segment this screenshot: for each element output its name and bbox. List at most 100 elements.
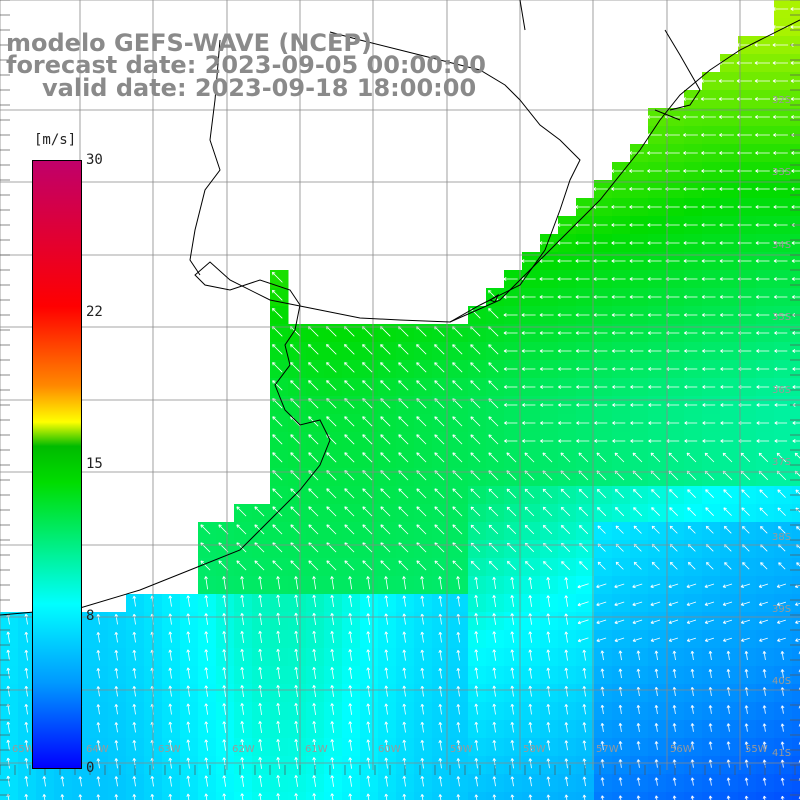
- wind-arrow: [258, 721, 263, 733]
- wind-arrow: [651, 561, 660, 570]
- wind-arrow: [384, 685, 389, 697]
- wind-arrow: [683, 205, 698, 209]
- wind-arrow: [272, 308, 283, 319]
- wind-arrow: [258, 684, 263, 697]
- wind-arrow: [503, 295, 518, 299]
- wind-arrow: [258, 739, 263, 751]
- wind-arrow: [276, 576, 281, 590]
- wind-arrow: [503, 277, 518, 281]
- wind-arrow: [312, 703, 317, 715]
- wind-arrow: [222, 631, 227, 643]
- wind-arrow: [503, 367, 518, 371]
- wind-arrow: [762, 705, 767, 714]
- wind-arrow: [492, 685, 497, 697]
- wind-arrow: [434, 434, 445, 445]
- wind-arrow: [647, 223, 662, 227]
- wind-arrow: [438, 576, 442, 590]
- wind-speed-cell: [702, 792, 721, 800]
- wind-arrow: [434, 362, 445, 373]
- wind-arrow: [506, 452, 517, 463]
- wind-arrow: [492, 595, 497, 607]
- wind-arrow: [470, 488, 481, 499]
- wind-arrow: [503, 331, 518, 335]
- wind-arrow: [683, 223, 698, 227]
- lat-label: 37S: [772, 457, 791, 468]
- wind-arrow: [492, 703, 497, 715]
- wind-arrow: [614, 619, 625, 625]
- wind-arrow: [434, 416, 445, 427]
- wind-arrow: [756, 349, 770, 353]
- wind-arrow: [294, 775, 299, 787]
- wind-arrow: [546, 577, 551, 589]
- colorbar-tick-22: 22: [86, 304, 103, 320]
- wind-arrow: [276, 775, 281, 787]
- wind-arrow: [402, 775, 407, 787]
- wind-arrow: [579, 525, 589, 535]
- wind-arrow: [576, 421, 590, 425]
- wind-arrow: [204, 667, 209, 679]
- wind-arrow: [78, 794, 83, 800]
- wind-arrow: [503, 385, 518, 389]
- wind-arrow: [720, 439, 734, 443]
- wind-arrow: [720, 385, 734, 389]
- wind-arrow: [510, 649, 515, 661]
- wind-arrow: [596, 452, 607, 463]
- wind-arrow: [760, 562, 768, 570]
- wind-arrow: [633, 525, 642, 534]
- wind-arrow: [720, 403, 734, 407]
- wind-arrow: [204, 595, 209, 607]
- wind-arrow: [705, 507, 714, 516]
- wind-arrow: [204, 631, 209, 643]
- wind-arrow: [758, 583, 769, 588]
- wind-arrow: [504, 403, 518, 407]
- wind-arrow: [726, 777, 731, 786]
- wind-arrow: [416, 434, 427, 445]
- wind-arrow: [629, 205, 644, 209]
- wind-arrow: [362, 506, 373, 517]
- wind-arrow: [704, 637, 715, 642]
- wind-arrow: [186, 775, 191, 787]
- wind-arrow: [582, 776, 587, 787]
- wind-arrow: [362, 434, 373, 445]
- wind-arrow: [344, 344, 355, 355]
- wind-arrow: [96, 740, 101, 751]
- wind-speed-cell: [666, 792, 685, 800]
- wind-arrow: [438, 595, 443, 607]
- wind-arrow: [416, 506, 427, 517]
- wind-arrow: [636, 704, 641, 714]
- wind-arrow: [575, 277, 590, 281]
- wind-arrow: [647, 187, 662, 191]
- wind-arrow: [488, 452, 499, 463]
- wind-arrow: [438, 740, 443, 751]
- wind-arrow: [722, 637, 733, 642]
- wind-arrow: [168, 793, 173, 800]
- wind-arrow: [416, 560, 427, 571]
- wind-arrow: [724, 562, 732, 570]
- wind-arrow: [740, 601, 751, 606]
- wind-arrow: [326, 524, 337, 535]
- wind-arrow: [597, 507, 607, 517]
- wind-arrow: [456, 740, 461, 751]
- wind-arrow: [632, 619, 643, 625]
- wind-arrow: [701, 259, 716, 263]
- lat-label: 39S: [772, 604, 791, 615]
- wind-arrow: [593, 187, 608, 191]
- wind-arrow: [684, 331, 698, 335]
- wind-arrow: [294, 648, 299, 661]
- wind-speed-cell: [342, 792, 361, 800]
- wind-arrow: [452, 560, 463, 571]
- wind-arrow: [791, 151, 800, 155]
- wind-arrow: [650, 619, 661, 624]
- wind-arrow: [168, 739, 173, 751]
- wind-arrow: [702, 367, 716, 371]
- wind-arrow: [294, 739, 299, 751]
- wind-arrow: [593, 259, 608, 263]
- wind-arrow: [366, 685, 371, 697]
- wind-arrow: [96, 758, 101, 769]
- wind-arrow: [522, 439, 536, 443]
- wind-arrow: [791, 115, 800, 119]
- wind-arrow: [774, 421, 788, 425]
- wind-arrow: [204, 793, 209, 800]
- wind-arrow: [719, 187, 734, 191]
- wind-arrow: [593, 241, 608, 245]
